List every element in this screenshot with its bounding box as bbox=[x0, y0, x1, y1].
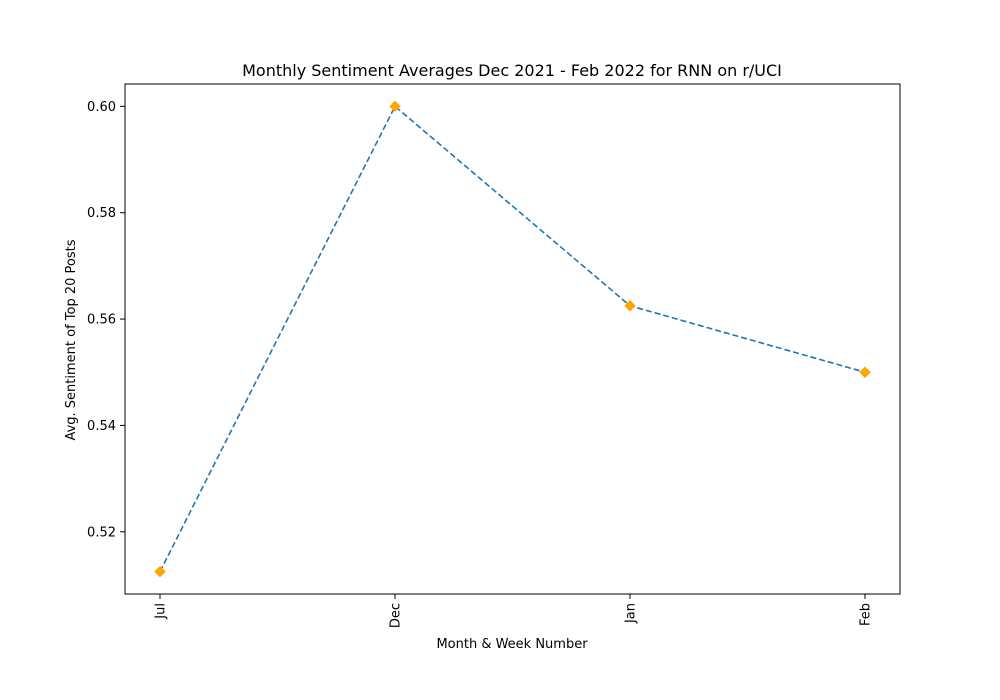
x-axis: Jul Dec Jan Feb bbox=[154, 594, 874, 628]
x-tick-label: Dec bbox=[389, 603, 404, 628]
data-point-marker bbox=[624, 300, 636, 312]
y-axis-label: Avg. Sentiment of Top 20 Posts bbox=[64, 239, 79, 440]
y-tick-label: 0.58 bbox=[87, 206, 116, 221]
x-tick-label: Feb bbox=[859, 603, 874, 626]
x-tick-label: Jul bbox=[154, 603, 169, 620]
data-point-marker bbox=[154, 565, 166, 578]
series-line bbox=[159, 105, 866, 573]
data-point-marker bbox=[389, 100, 401, 113]
plot-area-frame bbox=[124, 83, 901, 595]
chart-title: Monthly Sentiment Averages Dec 2021 - Fe… bbox=[242, 61, 782, 80]
y-tick-label: 0.56 bbox=[87, 313, 116, 328]
data-point-marker bbox=[859, 366, 871, 378]
series-layer bbox=[154, 100, 871, 578]
y-tick-label: 0.52 bbox=[87, 525, 116, 540]
y-axis: 0.52 0.54 0.56 0.58 0.60 bbox=[87, 100, 125, 540]
y-tick-label: 0.60 bbox=[87, 100, 116, 115]
x-tick-label: Jan bbox=[624, 603, 639, 624]
y-tick-label: 0.54 bbox=[87, 419, 116, 434]
x-axis-label: Month & Week Number bbox=[436, 637, 588, 652]
